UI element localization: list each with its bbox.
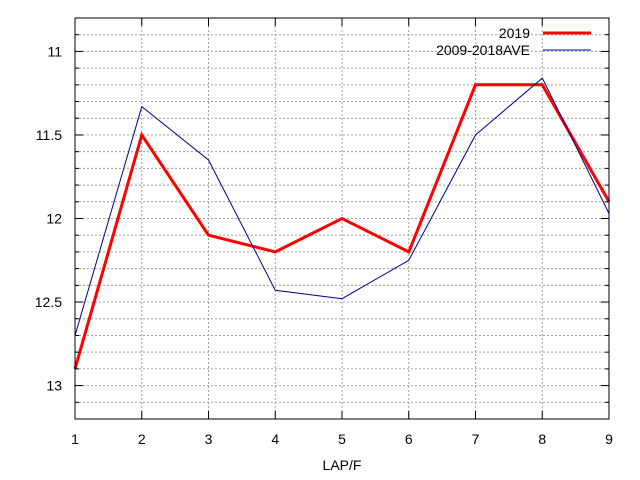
legend-label: 2009-2018AVE [436,42,530,58]
y-tick-label: 11 [47,43,62,59]
x-tick-label: 8 [538,431,546,447]
x-tick-label: 5 [338,431,346,447]
x-tick-label: 9 [605,431,613,447]
grid-lines [75,18,609,419]
x-tick-label: 3 [205,431,213,447]
x-tick-label: 6 [405,431,413,447]
x-axis-title: LAP/F [323,457,362,473]
series-line-average [74,77,610,336]
x-tick-labels: 1 2 3 4 5 6 7 8 9 [71,431,613,447]
legend-label: 2019 [499,25,530,41]
y-tick-label: 11.5 [36,127,62,143]
x-tick-label: 1 [71,431,79,447]
series-lines [73,77,611,370]
x-tick-label: 7 [472,431,480,447]
x-tick-label: 4 [271,431,279,447]
y-tick-label: 12 [46,211,62,227]
y-tick-labels: 11 11.5 12 12.5 13 [35,43,62,393]
y-tick-label: 13 [46,378,62,394]
x-tick-label: 2 [138,431,146,447]
series-line-2019 [73,83,611,370]
plot-frame [74,17,610,420]
y-tick-label: 12.5 [35,294,62,310]
